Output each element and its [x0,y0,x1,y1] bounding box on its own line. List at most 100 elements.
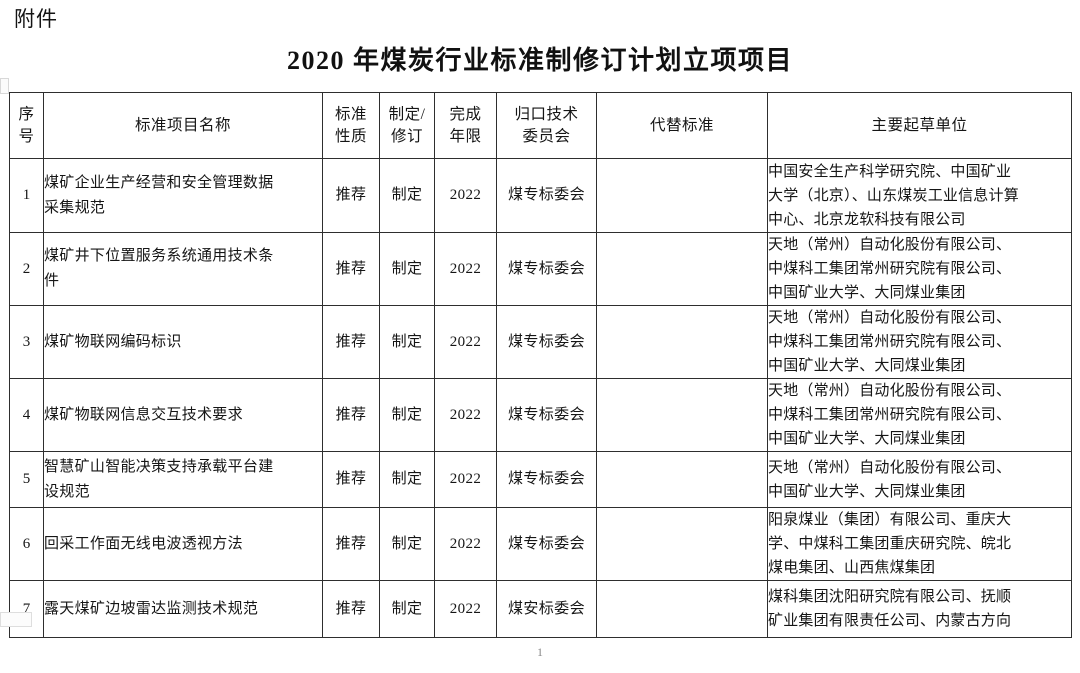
cell-seq: 6 [9,507,44,581]
name-line: 采集规范 [44,199,106,216]
header-cell-replaced: 代替标准 [596,92,768,159]
cell-name: 煤矿企业生产经营和安全管理数据 采集规范 [43,158,323,233]
cell-seq: 5 [9,451,44,508]
page-title: 2020 年煤炭行业标准制修订计划立项项目 [286,46,793,75]
cell-replaced [596,451,768,508]
cell-type: 制定 [379,158,435,233]
cell-committee: 煤专标委会 [496,232,597,306]
name-line: 设规范 [44,483,90,500]
header-line: 完成 [449,105,482,123]
cell-replaced [596,507,768,581]
drafter-line: 中煤科工集团常州研究院有限公司、 [768,407,1012,423]
drafter-line: 学、中煤科工集团重庆研究院、皖北 [768,536,1012,552]
header-cell-committee: 归口技术 委员会 [496,92,597,159]
cell-type: 制定 [379,451,435,508]
drafter-line: 中国矿业大学、大同煤业集团 [768,285,966,301]
cell-nature: 推荐 [322,378,380,452]
drafter-line: 中国安全生产科学研究院、中国矿业 [768,163,1012,180]
cell-replaced [596,580,768,638]
cell-drafters: 煤科集团沈阳研究院有限公司、抚顺 矿业集团有限责任公司、内蒙古方向 [767,580,1072,638]
drafter-line: 中煤科工集团常州研究院有限公司、 [768,334,1012,350]
header-line: 修订 [390,127,423,145]
drafter-line: 阳泉煤业（集团）有限公司、重庆大 [768,512,1012,528]
cell-name: 煤矿物联网信息交互技术要求 [43,378,323,452]
drafter-line: 中国矿业大学、大同煤业集团 [768,431,966,447]
cell-replaced [596,232,768,306]
standards-plan-table: 序 号 标准项目名称 标准 性质 制定/ 修订 完成 [9,92,1072,638]
cell-type: 制定 [379,232,435,306]
header-line: 标准 [334,105,367,123]
drafter-line: 天地（常州）自动化股份有限公司、 [768,459,1012,476]
header-cell-seq: 序 号 [9,92,44,159]
cell-nature: 推荐 [322,451,380,508]
header-line: 性质 [334,127,367,145]
cell-year: 2022 [434,232,497,306]
name-line: 回采工作面无线电波透视方法 [44,535,243,552]
header-line: 归口技术 [514,105,579,123]
cell-replaced [596,378,768,452]
drafter-line: 中国矿业大学、大同煤业集团 [768,483,966,500]
drafter-line: 中国矿业大学、大同煤业集团 [768,358,966,374]
cell-nature: 推荐 [322,305,380,379]
header-line: 委员会 [522,127,571,145]
cell-year: 2022 [434,507,497,581]
table-row: 3 煤矿物联网编码标识 推荐 制定 2022 煤专标委会 天地（常州）自动化股份… [9,305,1072,379]
drafter-line: 大学（北京）、山东煤炭工业信息计算 [768,187,1019,204]
cell-drafters: 阳泉煤业（集团）有限公司、重庆大 学、中煤科工集团重庆研究院、皖北 煤电集团、山… [767,507,1072,581]
cell-name: 露天煤矿边坡雷达监测技术规范 [43,580,323,638]
cell-type: 制定 [379,305,435,379]
table-row: 1 煤矿企业生产经营和安全管理数据 采集规范 推荐 制定 2022 煤专标委会 … [9,158,1072,233]
cell-committee: 煤专标委会 [496,507,597,581]
cell-type: 制定 [379,580,435,638]
cell-replaced [596,158,768,233]
page-number: 1 [537,645,543,659]
table-row: 2 煤矿井下位置服务系统通用技术条 件 推荐 制定 2022 煤专标委会 天地（… [9,232,1072,306]
cell-committee: 煤专标委会 [496,305,597,379]
cell-year: 2022 [434,305,497,379]
name-line: 露天煤矿边坡雷达监测技术规范 [44,600,259,617]
cell-drafters: 天地（常州）自动化股份有限公司、 中煤科工集团常州研究院有限公司、 中国矿业大学… [767,305,1072,379]
cell-nature: 推荐 [322,580,380,638]
cell-committee: 煤专标委会 [496,451,597,508]
header-line: 序 [18,105,35,123]
edge-artifact-top [0,78,9,94]
drafter-line: 矿业集团有限责任公司、内蒙古方向 [768,613,1012,629]
cell-seq: 1 [9,158,44,233]
name-line: 件 [44,273,60,289]
cell-name: 煤矿井下位置服务系统通用技术条 件 [43,232,323,306]
drafter-line: 天地（常州）自动化股份有限公司、 [768,237,1012,253]
header-line: 制定/ [388,105,426,123]
drafter-line: 天地（常州）自动化股份有限公司、 [768,310,1012,326]
drafter-line: 煤电集团、山西焦煤集团 [768,560,936,576]
header-cell-type: 制定/ 修订 [379,92,435,159]
cell-nature: 推荐 [322,232,380,306]
drafter-line: 中心、北京龙软科技有限公司 [768,211,966,228]
cell-seq: 4 [9,378,44,452]
drafter-line: 天地（常州）自动化股份有限公司、 [768,383,1012,399]
name-line: 煤矿企业生产经营和安全管理数据 [44,174,274,191]
header-cell-year: 完成 年限 [434,92,497,159]
table-body: 1 煤矿企业生产经营和安全管理数据 采集规范 推荐 制定 2022 煤专标委会 … [9,158,1072,638]
cell-year: 2022 [434,378,497,452]
cell-drafters: 中国安全生产科学研究院、中国矿业 大学（北京）、山东煤炭工业信息计算 中心、北京… [767,158,1072,233]
attachment-label: 附件 [14,8,58,31]
header-line: 号 [18,127,35,145]
header-line: 标准项目名称 [134,116,231,134]
cell-drafters: 天地（常州）自动化股份有限公司、 中煤科工集团常州研究院有限公司、 中国矿业大学… [767,378,1072,452]
table-row: 6 回采工作面无线电波透视方法 推荐 制定 2022 煤专标委会 阳泉煤业（集团… [9,507,1072,581]
header-row: 序 号 标准项目名称 标准 性质 制定/ 修订 完成 [9,92,1072,159]
cell-year: 2022 [434,580,497,638]
cell-name: 智慧矿山智能决策支持承载平台建 设规范 [43,451,323,508]
table-row: 4 煤矿物联网信息交互技术要求 推荐 制定 2022 煤专标委会 天地（常州）自… [9,378,1072,452]
cell-year: 2022 [434,158,497,233]
header-cell-drafters: 主要起草单位 [767,92,1072,159]
cell-committee: 煤专标委会 [496,158,597,233]
table-row: 7 露天煤矿边坡雷达监测技术规范 推荐 制定 2022 煤安标委会 煤科集团沈阳… [9,580,1072,638]
cell-committee: 煤专标委会 [496,378,597,452]
header-cell-name: 标准项目名称 [43,92,323,159]
name-line: 煤矿物联网信息交互技术要求 [44,406,243,423]
drafter-line: 煤科集团沈阳研究院有限公司、抚顺 [768,589,1012,605]
edge-artifact-bottom [0,612,32,627]
header-line: 主要起草单位 [871,116,968,134]
table-header: 序 号 标准项目名称 标准 性质 制定/ 修订 完成 [9,92,1072,159]
